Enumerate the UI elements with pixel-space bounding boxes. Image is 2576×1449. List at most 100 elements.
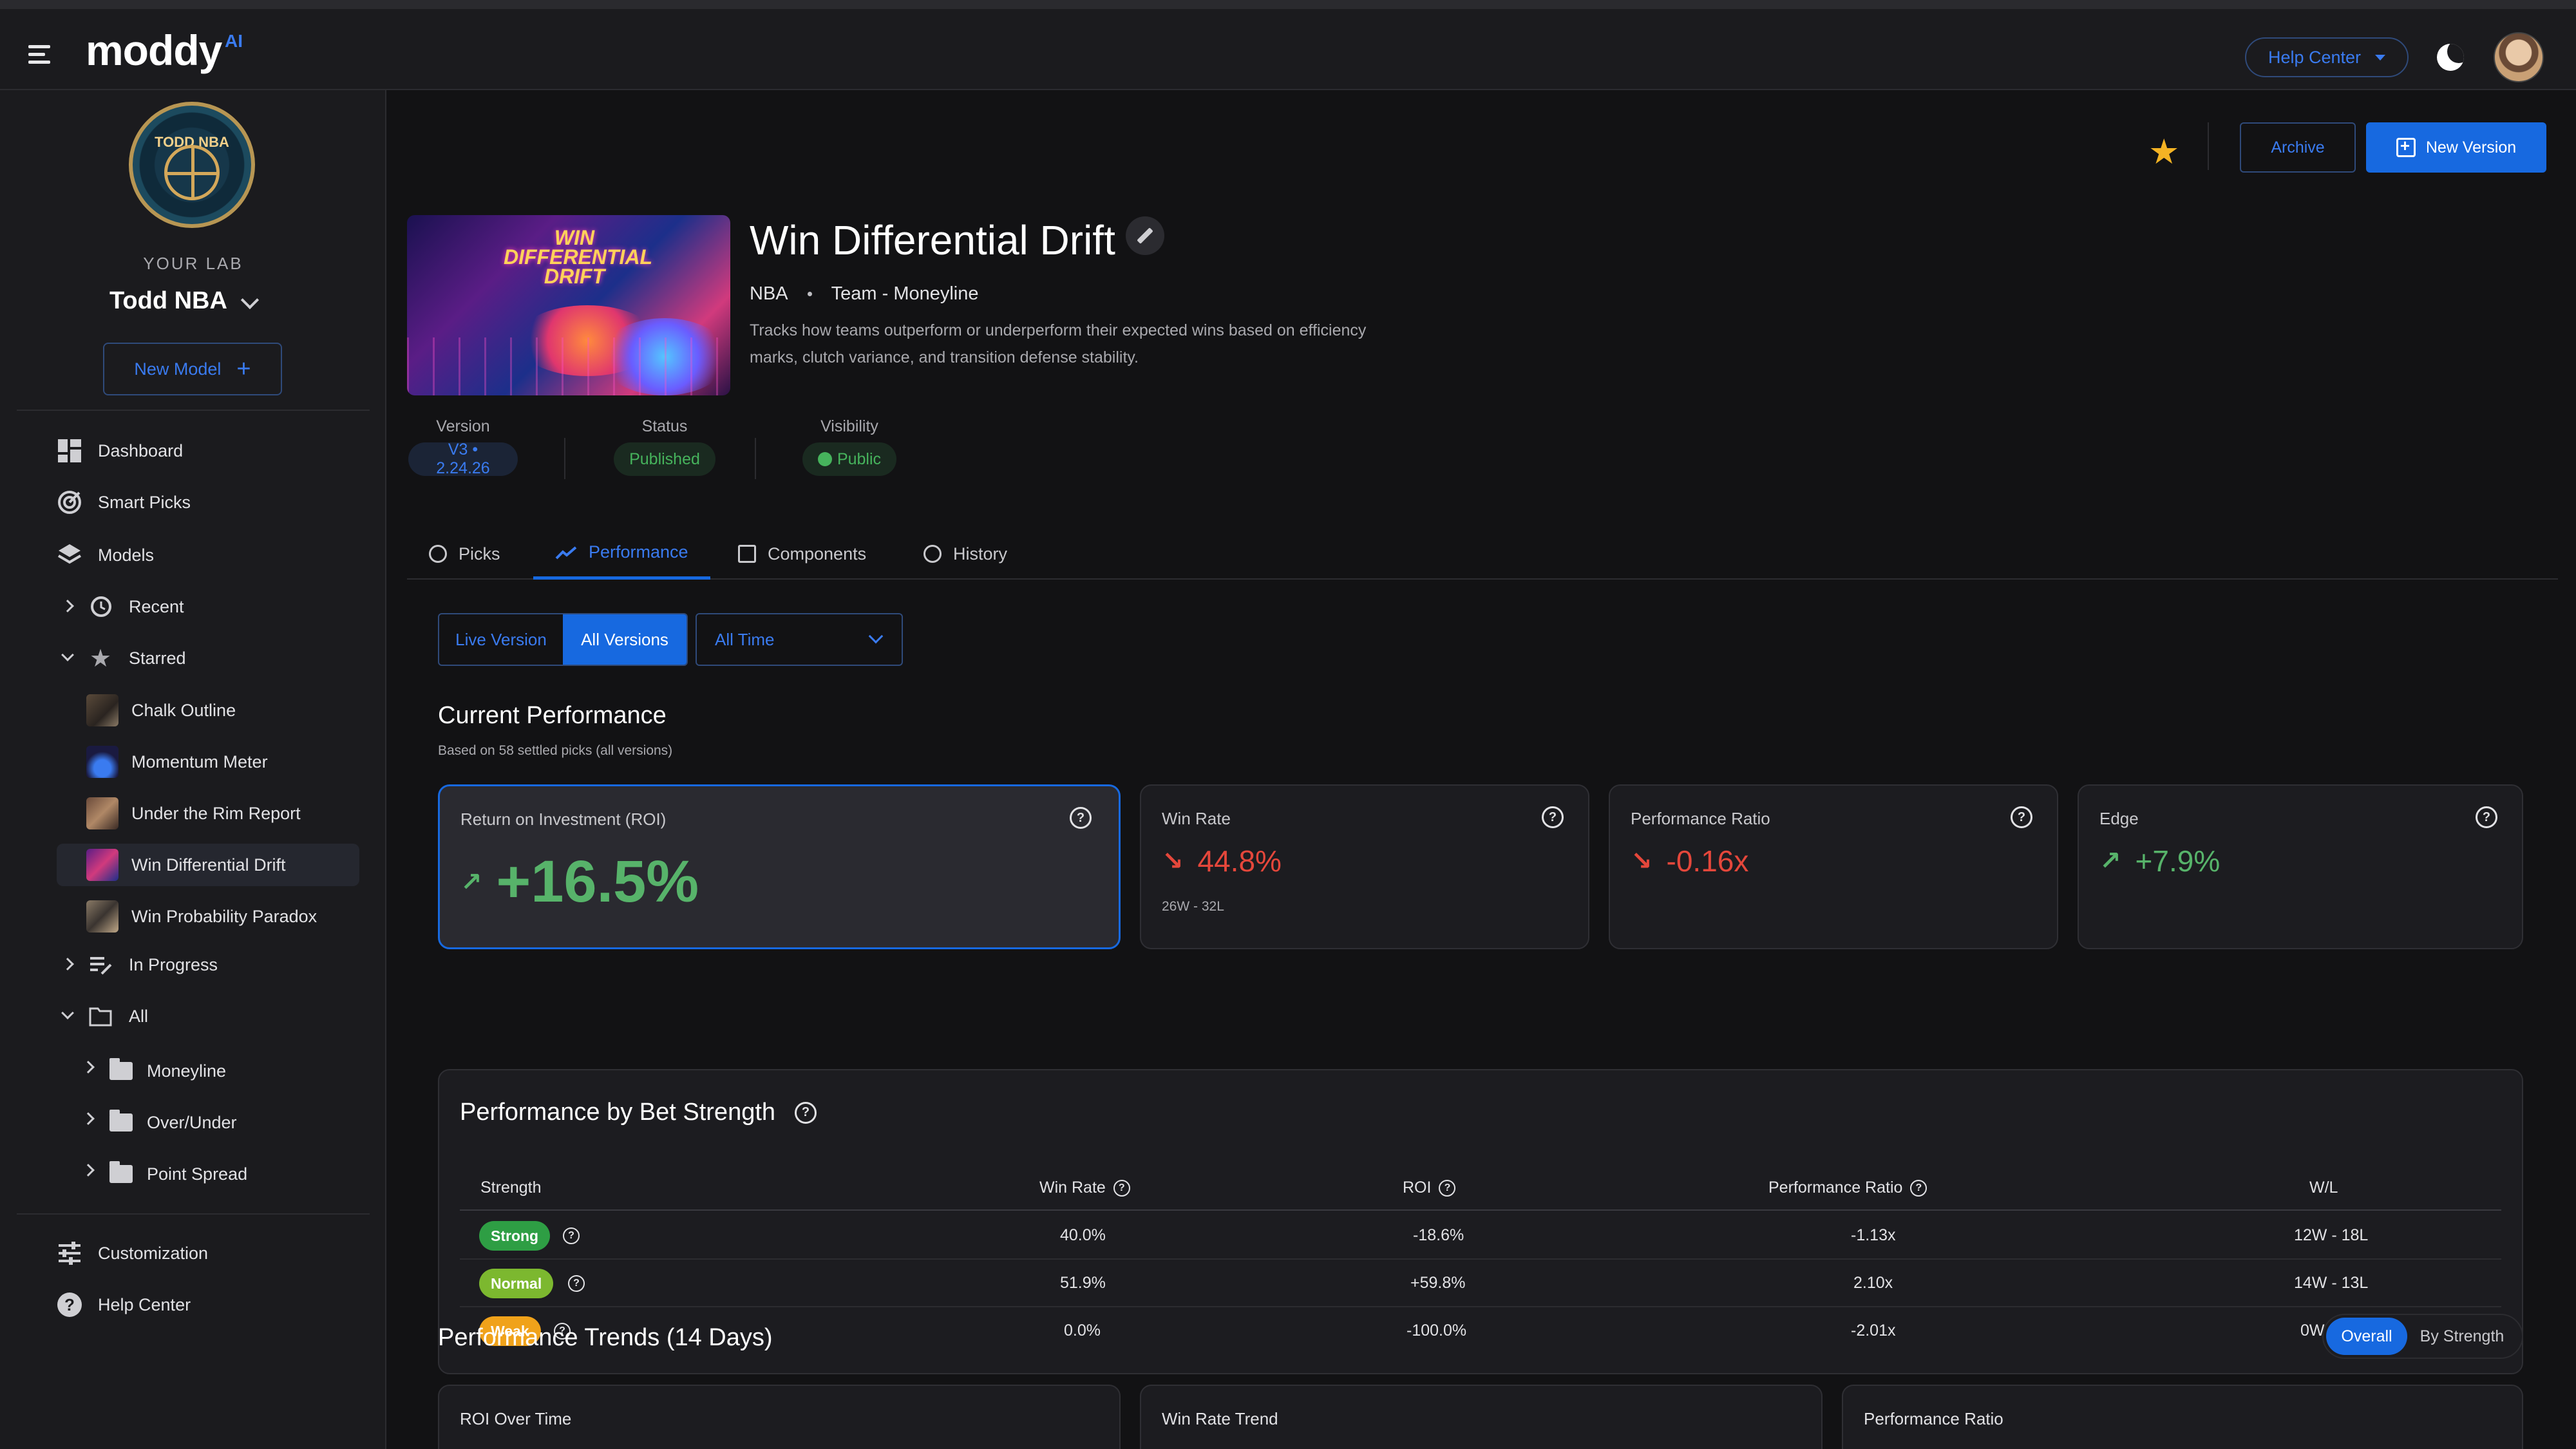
model-cover-image: WIN DIFFERENTIAL DRIFT (407, 215, 730, 395)
chevron-right-icon[interactable] (82, 1164, 95, 1177)
visibility-badge[interactable]: Public (802, 442, 897, 476)
tab-performance[interactable]: Performance (533, 528, 710, 580)
tab-label: Performance (589, 542, 688, 562)
sidebar-item-label: Point Spread (147, 1164, 248, 1184)
card-value: 44.8% (1197, 844, 1282, 878)
sidebar-item-in-progress[interactable]: In Progress (88, 945, 390, 984)
main-content: ★ Archive New Version WIN DIFFERENTIAL D… (388, 90, 2576, 1449)
sidebar-item-label: Dashboard (98, 440, 184, 460)
sidebar-item-label: Moneyline (147, 1061, 227, 1081)
help-center-label: Help Center (2268, 47, 2362, 67)
tab-components[interactable]: Components (716, 528, 888, 580)
chart-title: Performance Ratio (1864, 1409, 2003, 1428)
layers-icon (57, 542, 82, 568)
sidebar-item-smart-picks[interactable]: Smart Picks (57, 483, 359, 522)
win-rate-card[interactable]: Win Rate ? ↘ 44.8% 26W - 32L (1140, 784, 1589, 949)
all-versions-option[interactable]: All Versions (563, 614, 687, 665)
help-icon[interactable]: ? (2476, 806, 2497, 828)
ratio-cell: 2.10x (1853, 1274, 1893, 1292)
avatar[interactable] (2494, 32, 2544, 82)
chevron-right-icon[interactable] (61, 600, 74, 612)
sidebar-item-recent[interactable]: Recent (88, 587, 390, 626)
status-info: Status Published (607, 417, 723, 476)
live-version-option[interactable]: Live Version (455, 629, 547, 649)
help-icon[interactable]: ? (1439, 1179, 1456, 1197)
column-header-wl: W/L (2309, 1179, 2338, 1197)
sidebar-folder-point-spread[interactable]: Point Spread (109, 1153, 354, 1195)
sidebar-item-customization[interactable]: Customization (57, 1234, 359, 1273)
version-badge[interactable]: V3 • 2.24.26 (408, 440, 518, 477)
sidebar-folder-over-under[interactable]: Over/Under (109, 1101, 354, 1144)
archive-button[interactable]: Archive (2240, 122, 2356, 173)
menu-collapse-icon[interactable] (28, 43, 55, 66)
folder-outline-icon (88, 1003, 113, 1029)
help-icon[interactable]: ? (1070, 807, 1092, 829)
help-icon[interactable]: ? (1910, 1179, 1927, 1197)
favorite-star-icon[interactable]: ★ (2148, 133, 2180, 171)
folder-icon (109, 1058, 133, 1080)
card-value: +16.5% (496, 849, 699, 914)
column-header-strength: Strength (480, 1179, 542, 1197)
roi-cell: -18.6% (1413, 1226, 1464, 1244)
chart-title: ROI Over Time (460, 1409, 572, 1428)
current-performance-subtitle: Based on 58 settled picks (all versions) (438, 743, 673, 758)
version-info: Version V3 • 2.24.26 (408, 417, 518, 477)
help-icon[interactable]: ? (563, 1227, 580, 1244)
star-icon: ★ (89, 645, 112, 672)
edge-card[interactable]: Edge ? ↗ +7.9% (2078, 784, 2523, 949)
sidebar-item-label: Recent (129, 596, 184, 616)
by-strength-option[interactable]: By Strength (2420, 1327, 2505, 1345)
app-logo[interactable]: moddy (86, 26, 222, 74)
sidebar-model-under-the-rim-report[interactable]: Under the Rim Report (84, 792, 361, 835)
sidebar-item-starred[interactable]: ★ Starred (88, 639, 390, 677)
edit-title-button[interactable] (1126, 216, 1164, 255)
chevron-down-icon[interactable] (61, 649, 74, 661)
header-divider (2208, 122, 2209, 170)
overall-option[interactable]: Overall (2326, 1318, 2407, 1355)
time-range-select[interactable]: All Time (696, 613, 903, 666)
chevron-right-icon[interactable] (82, 1112, 95, 1125)
sidebar-item-models[interactable]: Models (57, 536, 359, 574)
roi-card[interactable]: Return on Investment (ROI) ? ↗ +16.5% (438, 784, 1121, 949)
help-icon[interactable]: ? (795, 1101, 817, 1124)
card-subtext: 26W - 32L (1162, 899, 1224, 914)
sidebar-divider (17, 1213, 370, 1215)
tab-label: Components (768, 544, 867, 564)
tab-label: History (953, 544, 1008, 564)
help-icon[interactable]: ? (568, 1275, 585, 1292)
sidebar-folder-moneyline[interactable]: Moneyline (109, 1050, 354, 1092)
roi-cell: -100.0% (1406, 1321, 1467, 1340)
card-value-row: ↗ +7.9% (2099, 844, 2220, 878)
help-icon[interactable]: ? (1542, 806, 1564, 828)
lab-name[interactable]: Todd NBA (109, 287, 227, 314)
tab-history[interactable]: History (902, 528, 1029, 580)
chevron-down-icon[interactable] (240, 290, 260, 310)
bet-strength-title: Performance by Bet Strength ? (460, 1099, 817, 1126)
chevron-right-icon[interactable] (82, 1061, 95, 1074)
trend-view-toggle: Overall By Strength (2322, 1314, 2523, 1359)
sidebar-model-win-probability-paradox[interactable]: Win Probability Paradox (84, 895, 361, 938)
trending-up-icon: ↗ (2099, 847, 2121, 875)
dark-mode-icon[interactable] (2437, 44, 2464, 71)
tab-picks[interactable]: Picks (407, 528, 522, 580)
new-version-button[interactable]: New Version (2366, 122, 2546, 173)
sidebar-item-label: Customization (98, 1243, 209, 1263)
table-row: Normal ? 51.9% +59.8% 2.10x 14W - 13L (460, 1260, 2501, 1307)
sidebar-item-all[interactable]: All (88, 997, 390, 1036)
sidebar-model-win-differential-drift[interactable]: Win Differential Drift (57, 844, 359, 886)
sidebar-model-chalk-outline[interactable]: Chalk Outline (84, 689, 361, 732)
help-icon[interactable]: ? (2011, 806, 2032, 828)
help-icon[interactable]: ? (1113, 1179, 1130, 1197)
help-icon[interactable]: ? (554, 1323, 571, 1340)
new-model-button[interactable]: New Model + (103, 343, 282, 395)
sidebar-item-help-center[interactable]: ? Help Center (57, 1285, 359, 1324)
table-icon (738, 545, 756, 563)
model-thumbnail (86, 900, 118, 933)
chevron-down-icon[interactable] (61, 1007, 74, 1019)
sidebar-item-dashboard[interactable]: Dashboard (57, 431, 359, 470)
performance-ratio-card[interactable]: Performance Ratio ? ↘ -0.16x (1609, 784, 2058, 949)
chevron-right-icon[interactable] (61, 958, 74, 971)
card-value-row: ↘ -0.16x (1631, 844, 1748, 878)
help-center-dropdown[interactable]: Help Center (2245, 37, 2409, 77)
sidebar-model-momentum-meter[interactable]: Momentum Meter (84, 741, 361, 783)
